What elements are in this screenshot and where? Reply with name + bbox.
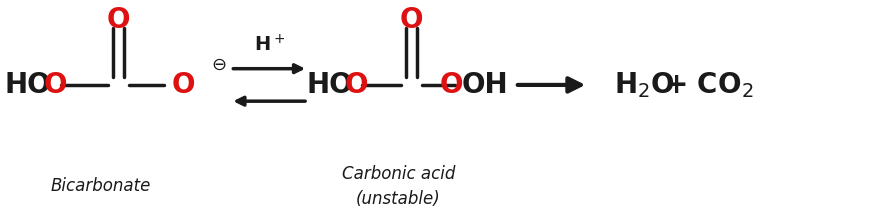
Text: H$^+$: H$^+$ xyxy=(254,34,285,55)
Text: Carbonic acid: Carbonic acid xyxy=(342,165,455,183)
Text: + CO$_2$: + CO$_2$ xyxy=(664,70,753,100)
Text: ⊖: ⊖ xyxy=(211,56,227,74)
Text: H$_2$O: H$_2$O xyxy=(613,70,674,100)
Text: (unstable): (unstable) xyxy=(356,190,441,208)
Text: O: O xyxy=(171,71,194,99)
Text: O: O xyxy=(107,6,130,34)
Text: Bicarbonate: Bicarbonate xyxy=(51,177,151,195)
Text: OH: OH xyxy=(461,71,508,99)
Text: HO: HO xyxy=(4,71,51,99)
Text: O: O xyxy=(43,71,67,99)
Text: O: O xyxy=(400,6,423,34)
Text: HO: HO xyxy=(306,71,353,99)
Text: O: O xyxy=(345,71,369,99)
Text: O: O xyxy=(439,71,463,99)
